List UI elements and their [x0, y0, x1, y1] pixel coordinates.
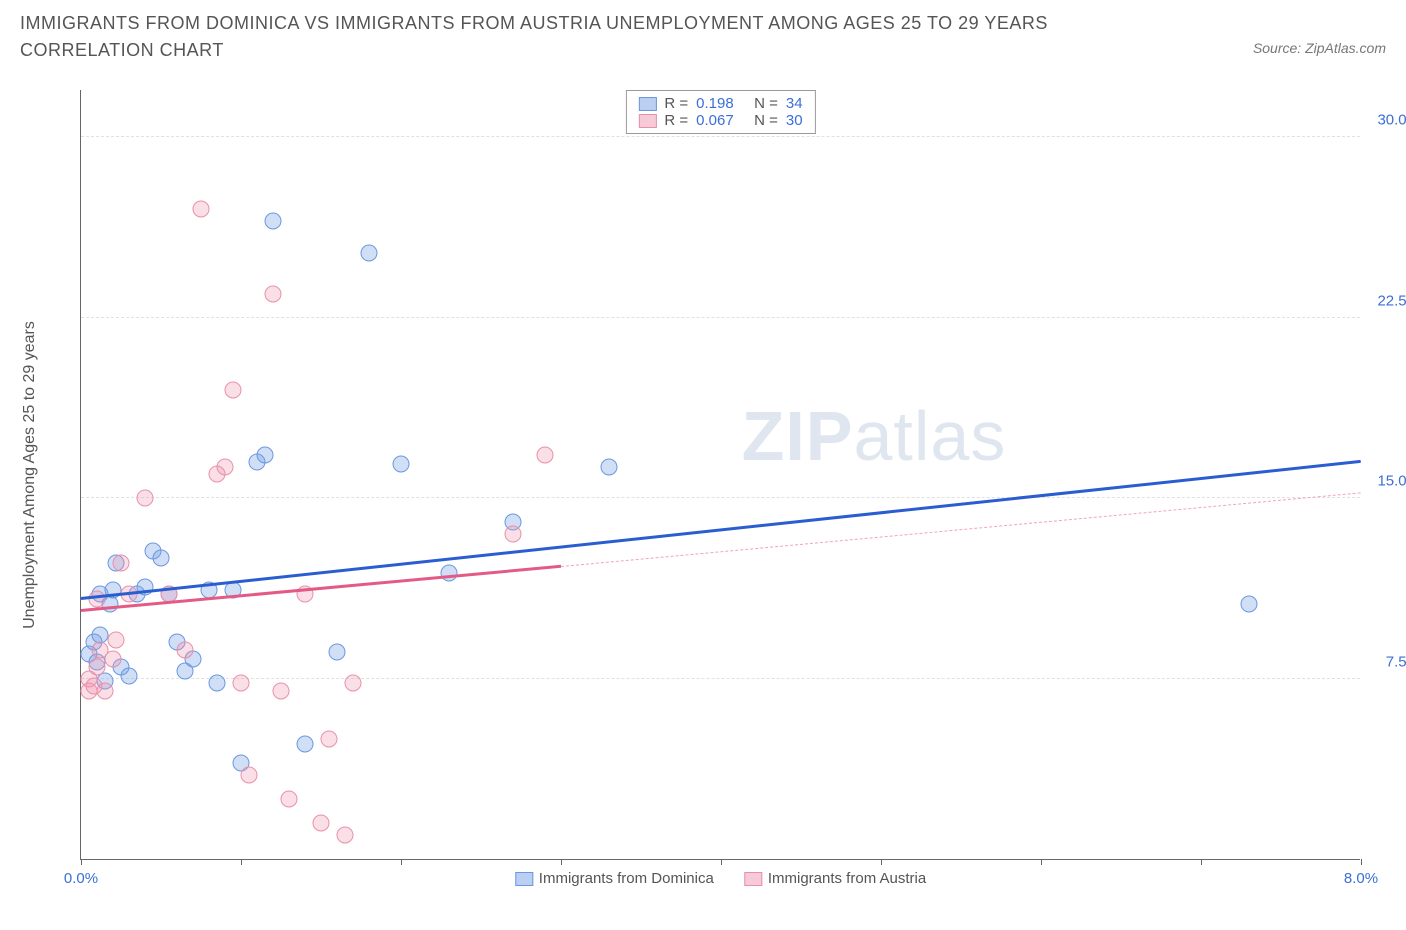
data-point	[601, 458, 618, 475]
x-tick	[401, 859, 402, 865]
legend-swatch	[515, 872, 533, 886]
grid-line	[81, 136, 1360, 137]
x-tick	[561, 859, 562, 865]
legend-swatch	[744, 872, 762, 886]
x-tick-label: 8.0%	[1344, 870, 1378, 887]
chart-title: IMMIGRANTS FROM DOMINICA VS IMMIGRANTS F…	[20, 10, 1170, 64]
series-legend: Immigrants from Dominica Immigrants from …	[515, 870, 926, 887]
data-point	[329, 644, 346, 661]
data-point	[233, 675, 250, 692]
data-point	[177, 641, 194, 658]
y-tick-label: 30.0%	[1377, 112, 1406, 129]
y-tick-label: 7.5%	[1386, 653, 1406, 670]
grid-line	[81, 497, 1360, 498]
data-point	[265, 213, 282, 230]
source-label: Source: ZipAtlas.com	[1253, 40, 1386, 56]
legend-swatch	[638, 97, 656, 111]
data-point	[121, 668, 138, 685]
data-point	[441, 564, 458, 581]
legend-item: Immigrants from Austria	[744, 870, 926, 887]
x-tick	[1041, 859, 1042, 865]
data-point	[97, 682, 114, 699]
trend-line	[81, 459, 1361, 599]
data-point	[209, 675, 226, 692]
x-tick	[1361, 859, 1362, 865]
data-point	[225, 381, 242, 398]
legend-label: Immigrants from Austria	[768, 870, 926, 887]
data-point	[89, 658, 106, 675]
data-point	[153, 550, 170, 567]
chart-area: Unemployment Among Ages 25 to 29 years Z…	[60, 90, 1370, 860]
x-tick	[1201, 859, 1202, 865]
n-label: N =	[754, 112, 778, 129]
watermark: ZIPatlas	[742, 396, 1007, 476]
data-point	[1241, 595, 1258, 612]
x-tick	[81, 859, 82, 865]
data-point	[393, 456, 410, 473]
x-tick	[881, 859, 882, 865]
correlation-legend: R = 0.198 N = 34 R = 0.067 N = 30	[625, 90, 815, 134]
data-point	[297, 735, 314, 752]
y-tick-label: 22.5%	[1377, 292, 1406, 309]
legend-item: Immigrants from Dominica	[515, 870, 714, 887]
r-label: R =	[664, 95, 688, 112]
data-point	[345, 675, 362, 692]
data-point	[321, 730, 338, 747]
data-point	[193, 201, 210, 218]
data-point	[137, 490, 154, 507]
data-point	[257, 446, 274, 463]
data-point	[89, 591, 106, 608]
data-point	[217, 458, 234, 475]
data-point	[108, 632, 125, 649]
data-point	[281, 790, 298, 807]
n-value: 30	[786, 112, 803, 129]
r-label: R =	[664, 112, 688, 129]
data-point	[273, 682, 290, 699]
x-tick	[241, 859, 242, 865]
data-point	[313, 814, 330, 831]
x-tick-label: 0.0%	[64, 870, 98, 887]
legend-label: Immigrants from Dominica	[539, 870, 714, 887]
y-axis-label: Unemployment Among Ages 25 to 29 years	[21, 321, 39, 629]
legend-row: R = 0.198 N = 34	[638, 95, 802, 112]
n-label: N =	[754, 95, 778, 112]
data-point	[537, 446, 554, 463]
r-value: 0.067	[696, 112, 746, 129]
scatter-plot: ZIPatlas R =0.198N =34R =0.067N =30 Immi…	[80, 90, 1360, 860]
grid-line	[81, 678, 1360, 679]
r-value: 0.198	[696, 95, 746, 112]
legend-swatch	[638, 114, 656, 128]
data-point	[113, 555, 130, 572]
x-tick	[721, 859, 722, 865]
n-value: 34	[786, 95, 803, 112]
data-point	[241, 766, 258, 783]
legend-row: R = 0.067 N = 30	[638, 112, 802, 129]
data-point	[337, 826, 354, 843]
data-point	[505, 526, 522, 543]
data-point	[265, 285, 282, 302]
y-tick-label: 15.0%	[1377, 473, 1406, 490]
data-point	[105, 651, 122, 668]
grid-line	[81, 317, 1360, 318]
data-point	[361, 244, 378, 261]
